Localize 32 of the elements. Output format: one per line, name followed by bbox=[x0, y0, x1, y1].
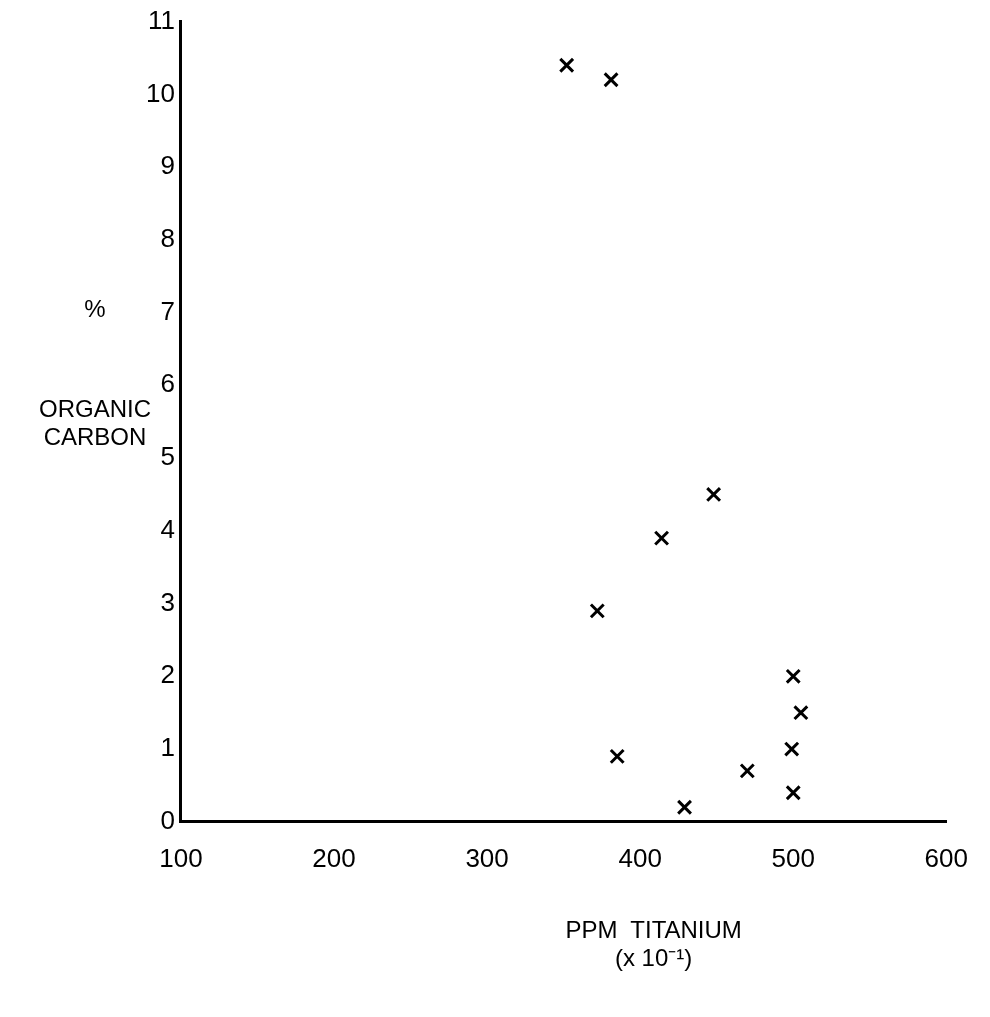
point bbox=[609, 748, 626, 765]
y-tick-label: 6 bbox=[160, 368, 175, 399]
y-tick-label: 8 bbox=[160, 223, 175, 254]
x-tick-label: 200 bbox=[312, 842, 356, 873]
y-tick-label: 11 bbox=[147, 4, 175, 35]
y-tick-label: 10 bbox=[146, 77, 175, 108]
point bbox=[603, 71, 619, 88]
y-tick-label: 5 bbox=[160, 441, 175, 472]
point bbox=[705, 486, 722, 503]
point bbox=[739, 763, 756, 779]
y-tick-label: 4 bbox=[160, 513, 175, 544]
point bbox=[589, 602, 606, 619]
point bbox=[793, 704, 809, 721]
point bbox=[785, 668, 802, 685]
y-tick-label: 2 bbox=[160, 659, 175, 690]
y-tick-label: 1 bbox=[160, 732, 175, 763]
y-tick-label: 9 bbox=[160, 150, 175, 181]
point bbox=[558, 57, 575, 74]
x-tick-label: 400 bbox=[618, 842, 662, 873]
point bbox=[783, 741, 800, 757]
x-tick-label: 300 bbox=[465, 842, 509, 873]
x-axis-title: PPM TITANIUM (x 10⁻¹) bbox=[565, 916, 742, 972]
point bbox=[653, 530, 670, 546]
x-tick-label: 500 bbox=[771, 842, 815, 873]
x-tick-label: 600 bbox=[924, 842, 969, 873]
y-tick-label: 0 bbox=[160, 804, 175, 835]
point bbox=[676, 799, 693, 816]
point bbox=[785, 784, 802, 801]
x-tick-label: 100 bbox=[159, 842, 203, 873]
text: % ORGANIC CARBON bbox=[38, 294, 152, 450]
y-tick-label: 7 bbox=[160, 295, 175, 326]
y-tick-label: 3 bbox=[160, 586, 175, 617]
